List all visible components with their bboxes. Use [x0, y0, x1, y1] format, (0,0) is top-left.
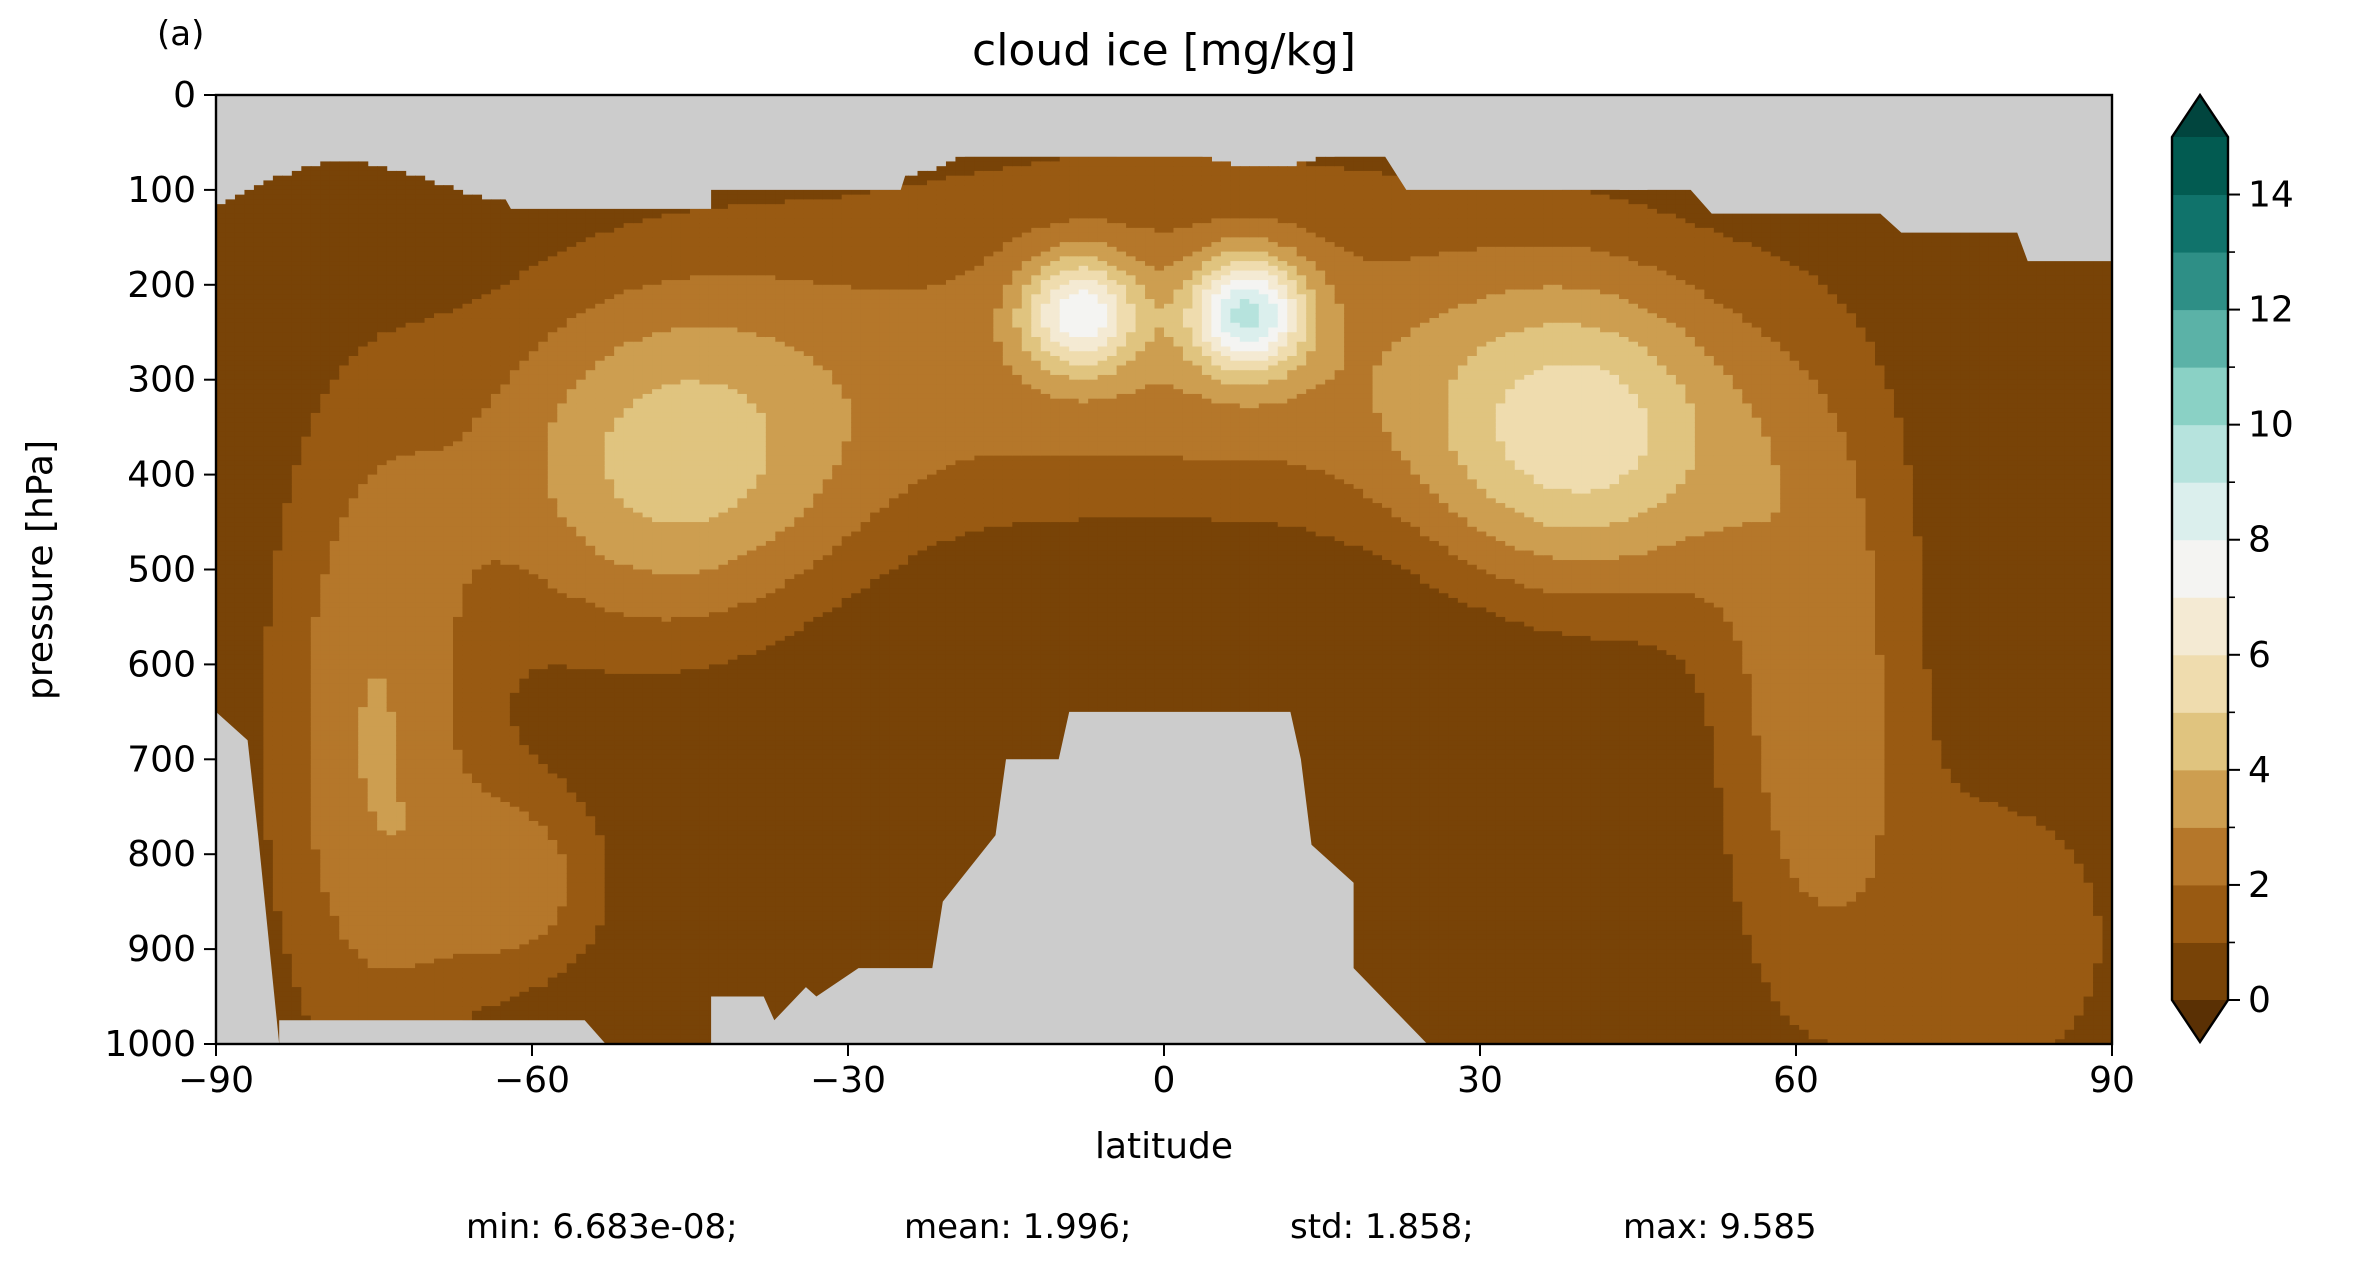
stats-line: min: 6.683e-08; mean: 1.996; std: 1.858;…: [466, 1207, 1817, 1247]
colorbar: 0 2 4 6 8 10 12 14: [2170, 92, 2294, 1045]
missing-region: [279, 1020, 606, 1044]
colorbar-segment: [2172, 827, 2228, 886]
x-tick-label: −60: [494, 1060, 570, 1101]
contour-bands: [216, 118, 2112, 1044]
y-tick-label: 800: [127, 834, 196, 875]
x-tick-label: 90: [2089, 1060, 2135, 1101]
colorbar-segment: [2172, 654, 2228, 713]
stat-min: min: 6.683e-08;: [466, 1207, 738, 1247]
y-axis: 0 100 200 300 400 500 600 700 800 900 1000: [104, 75, 216, 1065]
x-tick-label: −30: [810, 1060, 886, 1101]
y-tick-label: 600: [127, 644, 196, 685]
y-axis-label: pressure [hPa]: [20, 440, 61, 700]
y-tick-label: 400: [127, 455, 196, 496]
x-tick-label: 60: [1773, 1060, 1819, 1101]
y-tick-label: 700: [127, 739, 196, 780]
y-tick-label: 0: [173, 75, 196, 116]
x-tick-label: −90: [178, 1060, 254, 1101]
missing-data: [216, 95, 2112, 1044]
colorbar-tick-label: 14: [2248, 175, 2294, 216]
colorbar-tick-label: 6: [2248, 635, 2271, 676]
colorbar-segment: [2172, 884, 2228, 943]
colorbar-tick-label: 8: [2248, 520, 2271, 561]
colorbar-frame: [2170, 92, 2230, 1045]
colorbar-tick-label: 4: [2248, 750, 2271, 791]
panel-label: (a): [157, 14, 204, 54]
y-tick-label: 300: [127, 360, 196, 401]
x-axis-label: latitude: [1095, 1126, 1233, 1167]
stat-std: std: 1.858;: [1290, 1207, 1474, 1247]
missing-region: [216, 711, 280, 1044]
colorbar-segment: [2172, 194, 2228, 253]
y-tick-label: 1000: [104, 1024, 196, 1065]
colorbar-segment: [2172, 539, 2228, 598]
stat-max: max: 9.585: [1623, 1207, 1817, 1247]
colorbar-segment: [2172, 252, 2228, 311]
colorbar-extend-under: [2172, 1000, 2228, 1042]
colorbar-segment: [2172, 482, 2228, 541]
y-tick-label: 200: [127, 265, 196, 306]
colorbar-tick-label: 10: [2248, 405, 2294, 446]
x-tick-label: 0: [1153, 1060, 1176, 1101]
colorbar-segment: [2172, 597, 2228, 656]
colorbar-tick-label: 2: [2248, 865, 2271, 906]
chart-title: cloud ice [mg/kg]: [972, 25, 1356, 76]
stat-mean: mean: 1.996;: [904, 1207, 1131, 1247]
colorbar-tick-label: 0: [2248, 980, 2271, 1021]
colorbar-segment: [2172, 712, 2228, 771]
plot-area: [214, 93, 2114, 1046]
x-axis: −90 −60 −30 0 30 60 90: [178, 1044, 2135, 1101]
colorbar-tick-label: 12: [2248, 290, 2294, 331]
colorbar-extend-over: [2172, 95, 2228, 137]
colorbar-segment: [2172, 769, 2228, 828]
colorbar-segment: [2172, 424, 2228, 483]
colorbar-segment: [2172, 309, 2228, 368]
y-tick-label: 900: [127, 929, 196, 970]
missing-region: [711, 711, 1428, 1044]
missing-region: [216, 95, 2112, 262]
x-tick-label: 30: [1457, 1060, 1503, 1101]
y-tick-label: 500: [127, 550, 196, 591]
y-tick-label: 100: [127, 170, 196, 211]
colorbar-segment: [2172, 942, 2228, 1001]
colorbar-segment: [2172, 367, 2228, 426]
colorbar-segment: [2172, 137, 2228, 196]
